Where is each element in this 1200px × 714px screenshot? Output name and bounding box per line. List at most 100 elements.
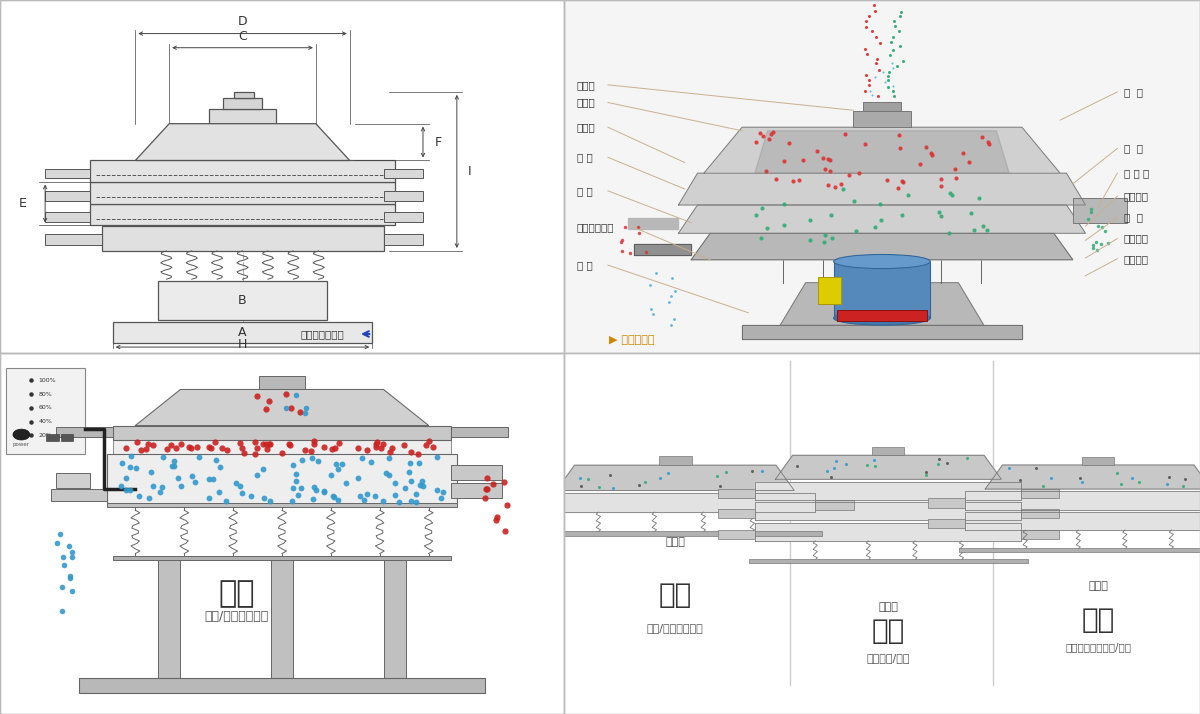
Text: 去除液体中的颗粒/异物: 去除液体中的颗粒/异物 — [1066, 643, 1132, 653]
Text: 颗粒/粉末准确分级: 颗粒/粉末准确分级 — [647, 623, 703, 633]
Bar — [271, 560, 293, 678]
Text: 颗粒/粉末准确分级: 颗粒/粉末准确分级 — [205, 610, 269, 623]
Bar — [158, 560, 180, 678]
Text: F: F — [434, 136, 442, 149]
Text: 40%: 40% — [38, 419, 53, 424]
Polygon shape — [755, 131, 1009, 174]
Polygon shape — [756, 502, 1021, 521]
Text: 过滤: 过滤 — [871, 617, 905, 645]
Text: 60%: 60% — [38, 406, 52, 411]
Text: B: B — [239, 294, 247, 307]
Bar — [384, 169, 424, 178]
Text: 下部重锤: 下部重锤 — [1123, 253, 1148, 263]
Polygon shape — [742, 325, 1022, 339]
Text: 筛  盘: 筛 盘 — [1123, 212, 1142, 222]
Bar — [959, 548, 1200, 553]
Bar — [90, 204, 395, 226]
Bar — [838, 311, 926, 321]
Polygon shape — [780, 283, 984, 325]
Text: 去除异物/结块: 去除异物/结块 — [866, 653, 910, 663]
Polygon shape — [704, 127, 1060, 174]
Bar — [61, 434, 73, 441]
Polygon shape — [756, 523, 1021, 541]
Bar — [528, 531, 822, 536]
Polygon shape — [535, 493, 815, 512]
Text: 机 座: 机 座 — [577, 260, 593, 270]
Text: 除杂: 除杂 — [1081, 606, 1115, 634]
Bar — [451, 427, 508, 437]
Bar — [46, 212, 90, 222]
Bar — [872, 447, 905, 456]
Bar — [223, 99, 263, 109]
Text: I: I — [468, 165, 472, 178]
Bar — [815, 501, 854, 510]
Text: 双层式: 双层式 — [1088, 580, 1108, 590]
Polygon shape — [965, 491, 1200, 510]
Bar — [50, 488, 107, 501]
Bar — [451, 466, 502, 480]
Polygon shape — [965, 512, 1200, 530]
Text: 三层式: 三层式 — [878, 602, 899, 612]
Bar — [90, 182, 395, 203]
Bar — [853, 111, 911, 127]
Bar — [46, 234, 102, 245]
Text: 束 环: 束 环 — [577, 152, 593, 162]
Text: 上部重锤: 上部重锤 — [1123, 191, 1148, 201]
Text: 20%: 20% — [38, 433, 53, 438]
Polygon shape — [775, 456, 1001, 479]
Bar — [113, 555, 451, 560]
Text: H: H — [238, 338, 247, 351]
Bar — [834, 261, 930, 318]
Bar — [6, 368, 84, 454]
Bar — [497, 501, 535, 510]
Text: 运输固定螺栓: 运输固定螺栓 — [577, 222, 614, 232]
Text: C: C — [238, 30, 247, 43]
Polygon shape — [678, 205, 1086, 233]
Bar — [719, 530, 756, 539]
Bar — [113, 440, 451, 454]
Bar — [234, 92, 254, 99]
Bar — [719, 488, 756, 498]
Bar — [719, 509, 756, 518]
Bar — [209, 109, 276, 124]
Text: 分级: 分级 — [218, 579, 256, 608]
Polygon shape — [756, 482, 1021, 500]
Bar — [1021, 488, 1058, 498]
Bar — [384, 191, 424, 201]
Bar — [863, 103, 901, 111]
Bar — [47, 434, 59, 441]
Bar — [384, 560, 406, 678]
Text: 网  架: 网 架 — [1123, 144, 1142, 154]
Bar — [659, 456, 692, 466]
Bar — [46, 191, 90, 201]
Polygon shape — [634, 244, 691, 255]
Text: power: power — [13, 442, 30, 447]
Bar — [928, 519, 965, 528]
Ellipse shape — [13, 429, 30, 440]
Bar — [749, 559, 1028, 563]
Text: 防尘盖: 防尘盖 — [577, 98, 595, 108]
Polygon shape — [985, 465, 1200, 489]
Bar — [1021, 509, 1058, 518]
Bar — [1073, 198, 1127, 223]
Polygon shape — [678, 174, 1086, 205]
Bar — [56, 427, 113, 437]
Bar — [259, 376, 305, 390]
Bar — [384, 212, 424, 222]
Text: A: A — [239, 326, 247, 339]
Text: 分级: 分级 — [659, 581, 692, 609]
Text: 单层式: 单层式 — [665, 538, 685, 548]
Bar — [1082, 457, 1114, 465]
Text: 振动电机: 振动电机 — [1123, 233, 1148, 243]
Bar — [90, 161, 395, 181]
Bar — [113, 426, 451, 440]
Ellipse shape — [834, 254, 930, 268]
Polygon shape — [628, 218, 678, 229]
Text: 进料口: 进料口 — [577, 80, 595, 90]
Bar — [451, 483, 502, 498]
Bar — [107, 503, 457, 507]
Bar — [107, 454, 457, 505]
Bar — [113, 321, 372, 343]
Bar — [818, 278, 841, 304]
Text: 筛  网: 筛 网 — [1123, 87, 1142, 97]
